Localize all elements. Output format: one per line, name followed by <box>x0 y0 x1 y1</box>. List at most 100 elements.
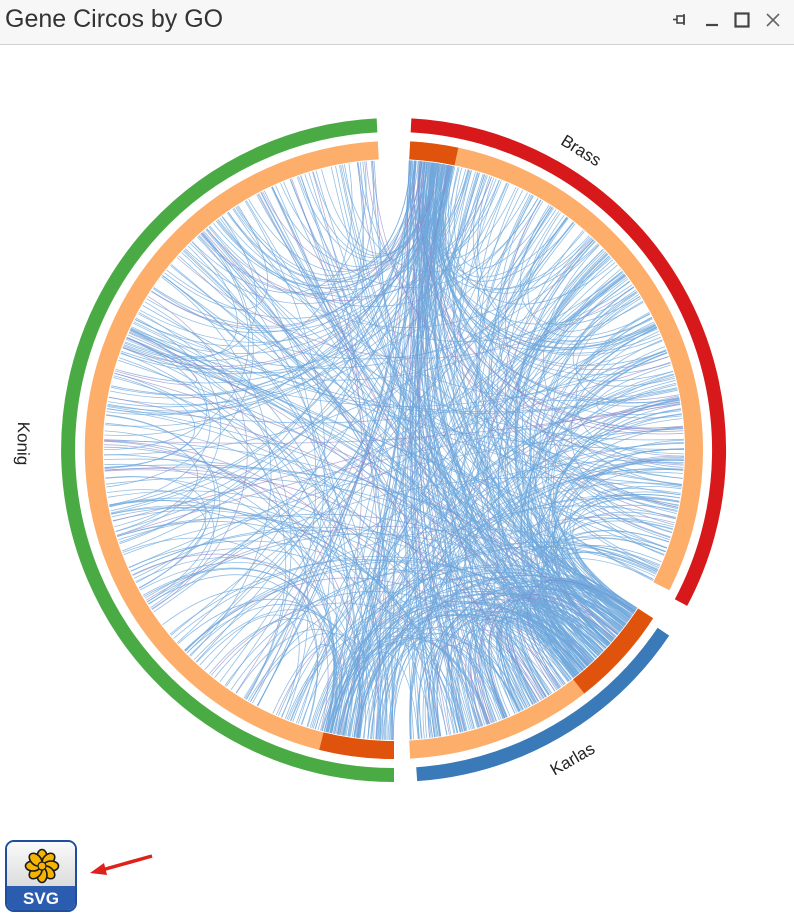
chord-link <box>281 505 677 718</box>
segment-arc-karlas <box>416 627 670 782</box>
svg-export-button[interactable]: SVG <box>5 840 77 912</box>
chord-link <box>496 214 612 643</box>
chord-link <box>139 562 375 740</box>
chord-link <box>506 614 588 705</box>
chord-link <box>488 597 615 719</box>
chord-link <box>124 216 257 358</box>
chord-link <box>106 231 254 488</box>
chord-link <box>109 160 415 508</box>
chord-link <box>445 165 684 457</box>
chord-link <box>349 614 566 737</box>
chord-link <box>123 163 353 362</box>
chord-link <box>553 455 684 645</box>
highlight-band-brass <box>409 141 459 166</box>
chord-link <box>448 166 616 305</box>
flower-icon <box>24 848 60 884</box>
chord-link <box>375 274 626 740</box>
chord-link <box>433 171 497 722</box>
chord-link <box>551 286 665 556</box>
chord-link <box>107 350 667 424</box>
chord-link <box>107 182 508 412</box>
chord-link <box>470 536 666 727</box>
inner-band-konig <box>84 141 395 759</box>
maximize-icon[interactable] <box>732 10 752 30</box>
chord-link <box>557 580 629 643</box>
chord-link <box>530 268 634 614</box>
chord-link <box>321 160 412 731</box>
chord-link <box>478 594 619 724</box>
chord-link <box>296 273 625 724</box>
chord-link <box>545 311 650 610</box>
chord-link <box>177 162 364 643</box>
circos-chart: Brass Karlas Konig <box>13 118 727 783</box>
chord-link <box>150 165 452 332</box>
chord-link <box>104 468 547 698</box>
chord-link <box>555 504 678 648</box>
chord-link <box>326 627 521 733</box>
chord-link <box>296 176 682 485</box>
chord-link <box>262 163 440 271</box>
minimize-icon[interactable] <box>702 10 722 30</box>
chord-link <box>424 161 517 259</box>
chord-link <box>225 165 449 687</box>
chord-link <box>529 271 631 620</box>
chord-link <box>114 337 197 385</box>
chord-link <box>211 602 484 727</box>
chord-link <box>391 160 416 741</box>
chord-link <box>438 164 683 419</box>
chord-link <box>271 163 438 268</box>
chord-link <box>122 346 669 407</box>
pin-icon[interactable] <box>672 10 692 30</box>
chord-link <box>448 167 675 526</box>
chord-link <box>227 211 678 401</box>
chord-link <box>595 488 681 539</box>
chord-link <box>300 175 597 659</box>
chord-link <box>435 163 681 407</box>
chord-link <box>538 578 636 674</box>
chord-link <box>573 286 676 387</box>
chord-link <box>110 174 486 514</box>
chord-link <box>214 591 543 700</box>
chord-link <box>142 305 685 450</box>
chord-link <box>498 605 604 712</box>
close-icon[interactable] <box>763 10 783 30</box>
chord-link <box>209 618 343 735</box>
chord-link <box>497 595 618 713</box>
chord-link <box>169 559 584 670</box>
chord-link <box>391 327 658 741</box>
chord-link <box>103 233 250 451</box>
chord-link <box>109 337 211 506</box>
chord-link <box>481 639 533 719</box>
chord-link <box>517 607 599 696</box>
chord-link <box>486 238 593 692</box>
chord-link <box>103 444 361 738</box>
chord-link <box>552 586 623 650</box>
chord-link <box>469 514 675 727</box>
chord-link <box>256 194 683 479</box>
chord-link <box>142 567 338 734</box>
chord-link <box>162 274 381 740</box>
chord-link <box>541 530 670 671</box>
chord-link <box>570 331 673 533</box>
chord-link <box>219 161 428 683</box>
chord-link <box>506 253 608 663</box>
svg-export-label: SVG <box>7 886 75 910</box>
chord-link <box>120 178 497 375</box>
chord-link <box>453 167 552 269</box>
chord-link <box>424 610 590 739</box>
chord-link <box>429 162 638 325</box>
chord-link <box>333 471 684 734</box>
chord-link <box>414 163 462 733</box>
chord-link <box>120 352 287 700</box>
chord-link <box>309 541 659 728</box>
chord-link <box>329 281 631 733</box>
chord-link <box>428 162 667 366</box>
chord-link <box>476 177 684 465</box>
chord-link <box>291 178 381 740</box>
chord-link <box>103 231 585 456</box>
chord-link <box>226 161 429 282</box>
chord-link <box>392 613 579 741</box>
chord-link <box>235 165 450 694</box>
chord-link <box>201 232 479 728</box>
chord-link <box>575 313 684 468</box>
